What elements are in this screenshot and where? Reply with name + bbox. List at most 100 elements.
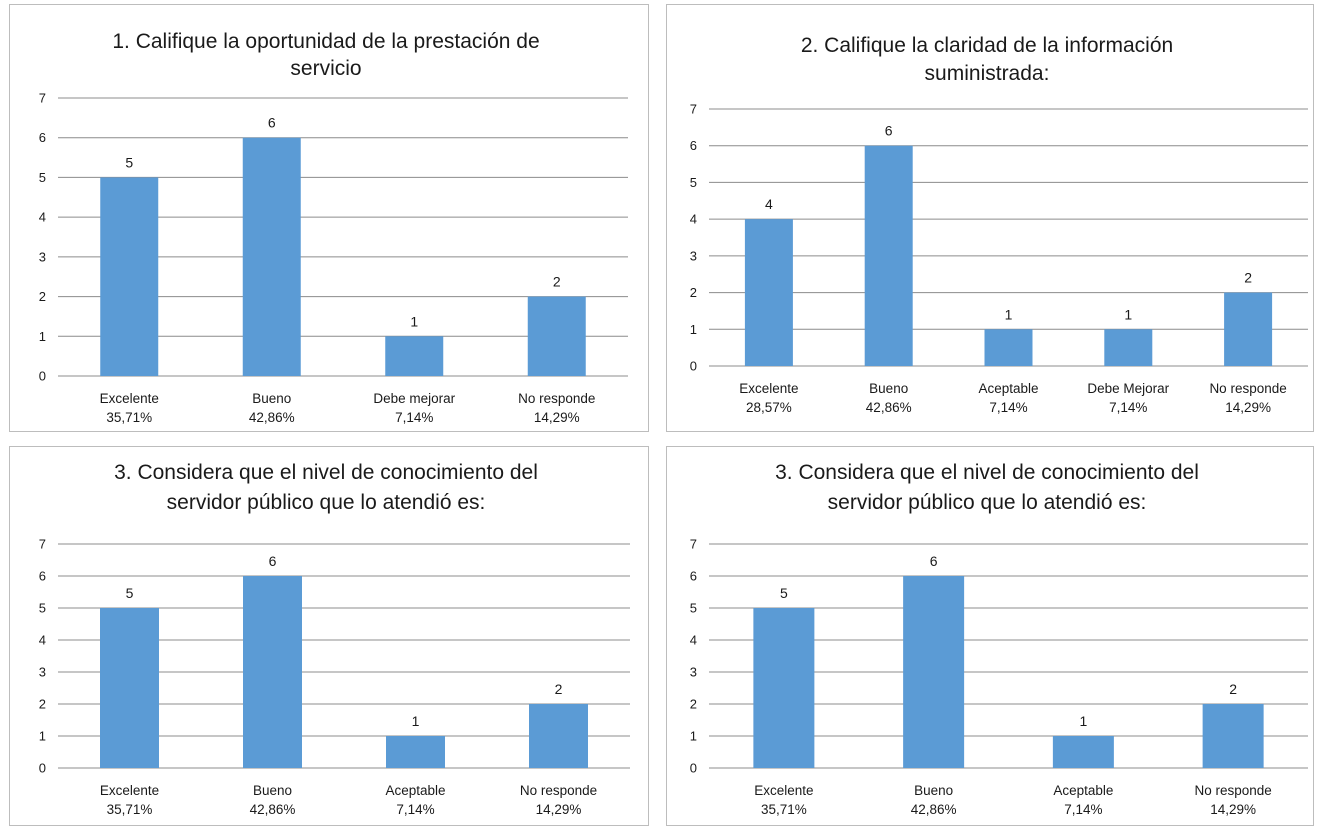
category-percentage: 42,86% — [249, 410, 295, 425]
data-label: 5 — [125, 154, 133, 170]
category-label: No responde — [1194, 783, 1271, 798]
data-label: 6 — [268, 115, 276, 131]
y-tick-label: 5 — [690, 601, 697, 616]
category-percentage: 7,14% — [1064, 802, 1102, 817]
category-label: No responde — [520, 783, 597, 798]
bar — [529, 704, 588, 768]
y-tick-label: 7 — [39, 91, 46, 106]
bar — [1052, 736, 1114, 768]
bar-chart-4: 3. Considera que el nivel de conocimient… — [690, 461, 1308, 817]
data-label: 5 — [780, 585, 788, 601]
data-label: 6 — [930, 553, 938, 569]
y-tick-label: 6 — [690, 138, 697, 153]
chart-title: 3. Considera que el nivel de conocimient… — [114, 461, 538, 514]
data-label: 6 — [885, 123, 893, 139]
y-tick-label: 7 — [690, 537, 697, 552]
y-tick-label: 3 — [39, 249, 46, 264]
chart-panel-3: 3. Considera que el nivel de conocimient… — [9, 446, 649, 826]
y-tick-label: 2 — [690, 285, 697, 300]
bar — [984, 329, 1033, 366]
y-tick-label: 1 — [39, 729, 46, 744]
bar — [100, 177, 159, 376]
chart-panel-4: 3. Considera que el nivel de conocimient… — [666, 446, 1314, 826]
chart-title-line: 2. Califique la claridad de la informaci… — [801, 34, 1173, 57]
bar-chart-2: 2. Califique la claridad de la informaci… — [690, 34, 1308, 415]
bar — [864, 145, 913, 366]
category-label: No responde — [518, 391, 595, 406]
y-tick-label: 0 — [690, 761, 697, 776]
category-label: Excelente — [100, 391, 159, 406]
chart-title-line: 3. Considera que el nivel de conocimient… — [775, 461, 1199, 484]
y-tick-label: 4 — [690, 633, 697, 648]
bar — [386, 736, 445, 768]
chart-panel-1: 1. Califique la oportunidad de la presta… — [9, 4, 649, 432]
category-percentage: 28,57% — [746, 400, 792, 415]
chart-title-line: suministrada: — [925, 62, 1050, 85]
category-label: No responde — [1209, 381, 1286, 396]
y-tick-label: 7 — [690, 102, 697, 117]
category-percentage: 42,86% — [866, 400, 912, 415]
data-label: 2 — [1244, 270, 1252, 286]
chart-title-line: 3. Considera que el nivel de conocimient… — [114, 461, 538, 484]
bar — [1202, 704, 1264, 768]
category-label: Excelente — [754, 783, 813, 798]
bar — [1104, 329, 1153, 366]
y-tick-label: 6 — [39, 569, 46, 584]
category-label: Bueno — [869, 381, 908, 396]
bar — [1224, 292, 1273, 366]
category-percentage: 7,14% — [1109, 400, 1147, 415]
data-label: 4 — [765, 196, 773, 212]
chart-title-line: servidor público que lo atendió es: — [828, 491, 1147, 514]
bar — [242, 137, 301, 376]
chart-title-line: servicio — [290, 57, 361, 80]
category-label: Bueno — [252, 391, 291, 406]
category-percentage: 7,14% — [989, 400, 1027, 415]
category-label: Debe mejorar — [373, 391, 455, 406]
bar-chart-3: 3. Considera que el nivel de conocimient… — [39, 461, 630, 817]
category-label: Aceptable — [978, 381, 1038, 396]
bar — [243, 576, 302, 768]
bar — [903, 576, 965, 768]
data-label: 1 — [1124, 306, 1132, 322]
y-tick-label: 7 — [39, 537, 46, 552]
data-label: 6 — [269, 553, 277, 569]
category-percentage: 35,71% — [107, 802, 153, 817]
bar — [753, 608, 815, 768]
data-label: 5 — [126, 585, 134, 601]
y-tick-label: 0 — [39, 761, 46, 776]
category-label: Bueno — [914, 783, 953, 798]
chart-panel-2: 2. Califique la claridad de la informaci… — [666, 4, 1314, 432]
category-percentage: 14,29% — [534, 410, 580, 425]
data-label: 2 — [555, 681, 563, 697]
y-tick-label: 4 — [39, 633, 46, 648]
chart-title-line: servidor público que lo atendió es: — [167, 491, 486, 514]
y-tick-label: 6 — [690, 569, 697, 584]
category-label: Aceptable — [1053, 783, 1113, 798]
y-tick-label: 5 — [690, 175, 697, 190]
data-label: 1 — [1005, 306, 1013, 322]
chart-title: 1. Califique la oportunidad de la presta… — [112, 30, 539, 80]
data-label: 1 — [412, 713, 420, 729]
category-percentage: 42,86% — [911, 802, 957, 817]
bar — [385, 336, 444, 376]
category-label: Debe Mejorar — [1087, 381, 1169, 396]
bar — [100, 608, 159, 768]
chart-title-line: 1. Califique la oportunidad de la presta… — [112, 30, 539, 53]
y-tick-label: 5 — [39, 601, 46, 616]
chart-title: 3. Considera que el nivel de conocimient… — [775, 461, 1199, 514]
bar-chart-1: 1. Califique la oportunidad de la presta… — [39, 30, 628, 425]
category-percentage: 7,14% — [396, 802, 434, 817]
data-label: 1 — [410, 313, 418, 329]
category-percentage: 14,29% — [1225, 400, 1271, 415]
data-label: 2 — [1229, 681, 1237, 697]
y-tick-label: 1 — [39, 329, 46, 344]
chart-title: 2. Califique la claridad de la informaci… — [801, 34, 1173, 85]
y-tick-label: 4 — [39, 210, 46, 225]
category-percentage: 35,71% — [106, 410, 152, 425]
category-label: Excelente — [100, 783, 159, 798]
category-percentage: 7,14% — [395, 410, 433, 425]
y-tick-label: 2 — [39, 697, 46, 712]
category-percentage: 42,86% — [250, 802, 296, 817]
y-tick-label: 0 — [690, 359, 697, 374]
y-tick-label: 3 — [690, 248, 697, 263]
